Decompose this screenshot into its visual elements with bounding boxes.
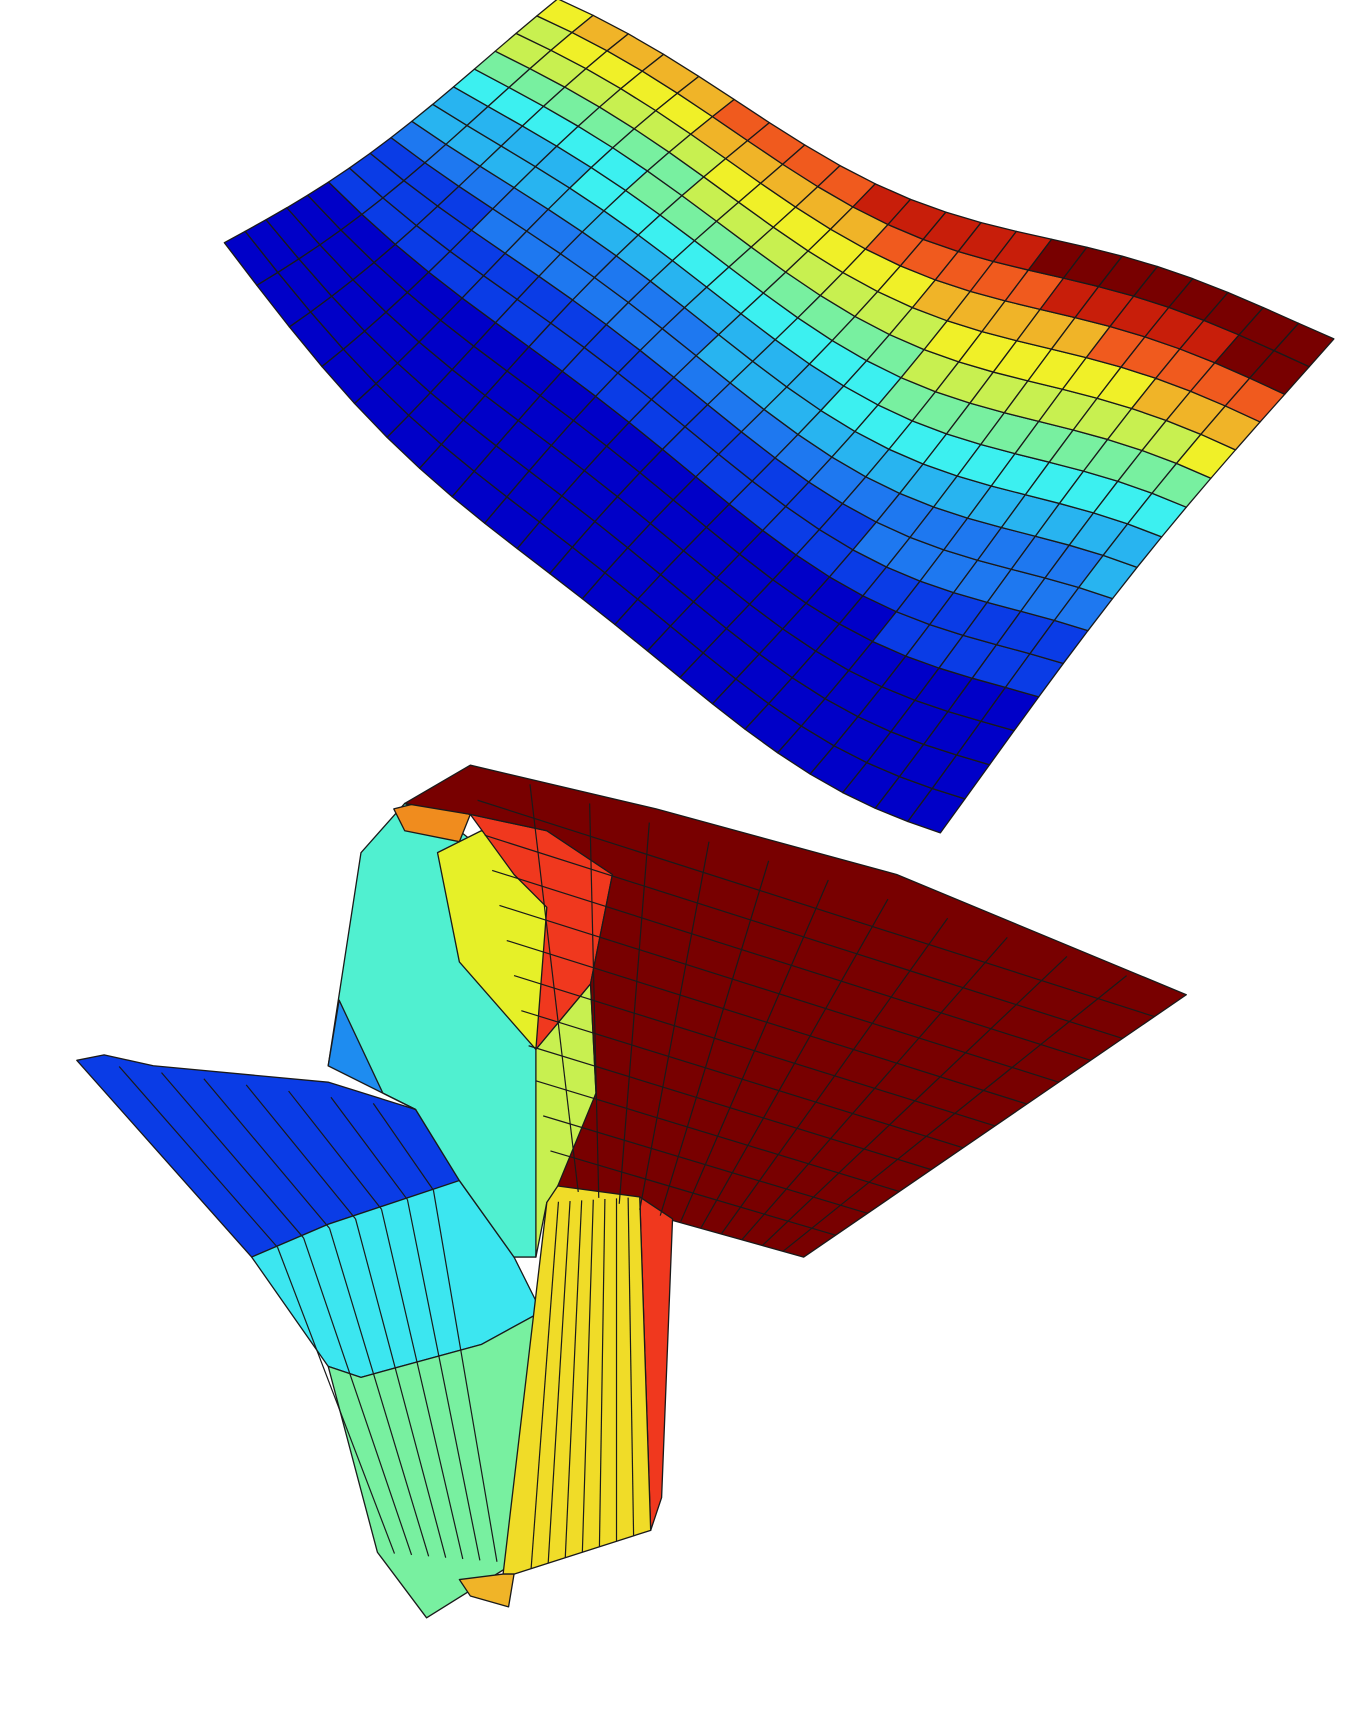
mesh-line	[288, 1090, 382, 1210]
mesh-line	[330, 1096, 408, 1201]
mesh-line	[406, 1199, 481, 1561]
mesh-line	[627, 1197, 635, 1536]
mesh-line	[432, 1190, 498, 1562]
mesh-line	[380, 1209, 464, 1560]
lower-surface	[76, 764, 1187, 1619]
mesh-line	[245, 1084, 356, 1220]
orange-base	[458, 1573, 515, 1608]
mesh-line	[203, 1078, 331, 1229]
mesh-line	[277, 1247, 396, 1554]
mesh-line	[328, 1228, 430, 1557]
mesh-line	[550, 1150, 836, 1236]
mesh-line	[543, 1115, 868, 1214]
blue-face	[327, 999, 417, 1111]
mesh-line	[354, 1218, 447, 1558]
mesh-line	[161, 1072, 305, 1239]
mesh-line	[303, 1237, 413, 1556]
surface-facet	[1273, 322, 1335, 368]
mesh-line	[372, 1103, 434, 1191]
mesh-line	[581, 1199, 594, 1553]
mesh-line	[118, 1066, 279, 1248]
mesh-line	[564, 1200, 583, 1558]
mesh-line	[530, 1201, 560, 1569]
upper-surface	[223, 0, 1335, 834]
mesh-line	[782, 975, 1128, 1252]
mesh-line	[598, 1198, 606, 1547]
mesh-line	[547, 1201, 571, 1564]
